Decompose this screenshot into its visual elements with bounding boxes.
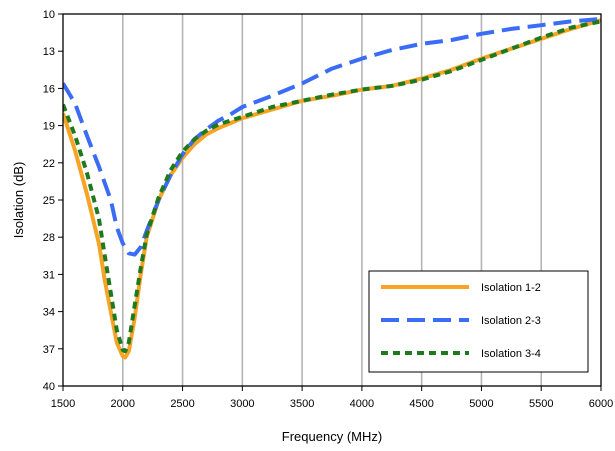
legend-label-1: Isolation 1-2 xyxy=(481,282,541,294)
x-axis-title: Frequency (MHz) xyxy=(282,429,382,444)
x-tick-label-5000: 5000 xyxy=(469,398,493,410)
legend-label-2: Isolation 2-3 xyxy=(481,315,541,327)
x-tick-label-3500: 3500 xyxy=(290,398,314,410)
series-line-1 xyxy=(63,18,601,360)
y-tick-label-34: 34 xyxy=(43,307,55,319)
y-tick-label-25: 25 xyxy=(43,195,55,207)
y-tick-label-19: 19 xyxy=(43,121,55,133)
x-tick-label-2000: 2000 xyxy=(111,398,135,410)
y-tick-label-28: 28 xyxy=(43,232,55,244)
y-tick-label-31: 31 xyxy=(43,269,55,281)
y-tick-label-10: 10 xyxy=(43,9,55,21)
legend-box xyxy=(368,270,589,373)
x-tick-label-4500: 4500 xyxy=(409,398,433,410)
x-tick-label-3000: 3000 xyxy=(230,398,254,410)
x-tick-label-1500: 1500 xyxy=(51,398,75,410)
axes-layer: 10 13 16 19 22 25 28 31 34 37 40 1500 2000 2500 3000 35… xyxy=(43,9,613,410)
y-tick-label-37: 37 xyxy=(43,344,55,356)
series-line-2 xyxy=(63,17,601,257)
legend: Isolation 1-2 Isolation 2-3 Isolation 3-4 xyxy=(368,270,589,373)
x-tick-label-6000: 6000 xyxy=(589,398,613,410)
y-axis-title: Isolation (dB) xyxy=(11,162,26,239)
series-line-3 xyxy=(63,19,601,354)
y-tick-label-22: 22 xyxy=(43,158,55,170)
y-tick-label-13: 13 xyxy=(43,46,55,58)
x-tick-label-2500: 2500 xyxy=(170,398,194,410)
x-tick-label-4000: 4000 xyxy=(350,398,374,410)
series-layer xyxy=(63,17,601,360)
legend-label-3: Isolation 3-4 xyxy=(481,348,541,360)
x-tick-label-5500: 5500 xyxy=(529,398,553,410)
y-tick-label-16: 16 xyxy=(43,83,55,95)
y-tick-label-40: 40 xyxy=(43,381,55,393)
